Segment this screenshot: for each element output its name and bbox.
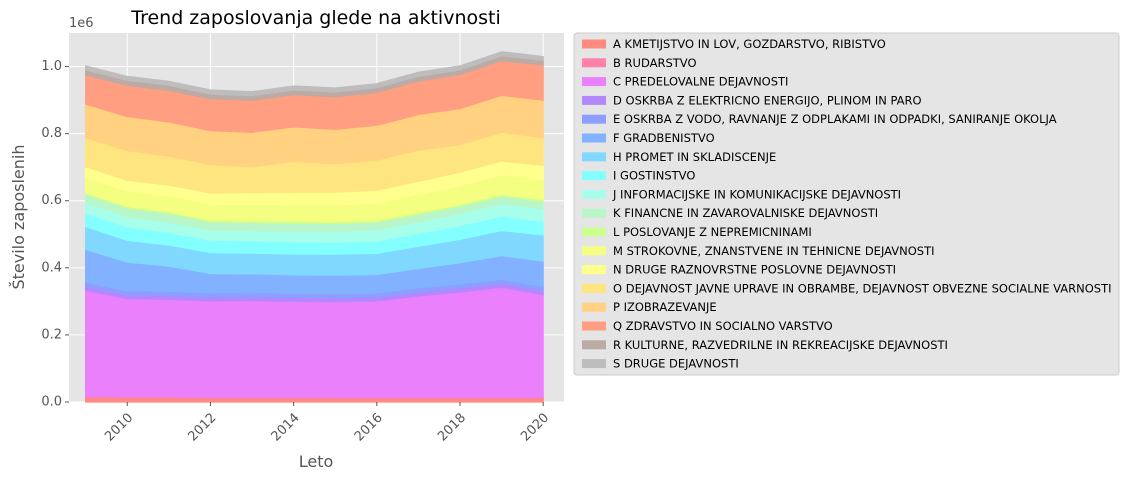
area-series-17 <box>85 51 544 97</box>
legend-swatch <box>582 302 606 312</box>
x-tick-label: 2016 <box>352 410 386 444</box>
legend-label: A KMETIJSTVO IN LOV, GOZDARSTVO, RIBISTV… <box>613 37 886 51</box>
legend-swatch <box>582 227 606 237</box>
legend: A KMETIJSTVO IN LOV, GOZDARSTVO, RIBISTV… <box>573 32 1120 376</box>
y-tick-label: 0.0 <box>41 395 62 410</box>
x-axis-ticks: 2010 2012 2014 2016 2018 2020 <box>102 402 552 444</box>
chart-title: Trend zaposlovanja glede na aktivnosti <box>130 7 501 29</box>
x-tick-label: 2010 <box>102 410 136 444</box>
legend-swatch <box>582 58 606 68</box>
y-axis-label: Število zaposlenih <box>9 144 28 289</box>
legend-label: E OSKRBA Z VODO, RAVNANJE Z ODPLAKAMI IN… <box>613 112 1057 126</box>
legend-swatch <box>582 340 606 350</box>
legend-frame <box>573 32 1120 376</box>
x-tick-label: 2012 <box>185 410 219 444</box>
legend-label: R KULTURNE, RAZVEDRILNE IN REKREACIJSKE … <box>613 338 948 352</box>
legend-label: J INFORMACIJSKE IN KOMUNIKACIJSKE DEJAVN… <box>612 187 901 201</box>
legend-label: C PREDELOVALNE DEJAVNOSTI <box>613 75 788 89</box>
legend-label: S DRUGE DEJAVNOSTI <box>613 357 739 371</box>
x-axis-label: Leto <box>299 452 334 471</box>
legend-swatch <box>582 283 606 293</box>
y-tick-label: 0.8 <box>41 126 62 141</box>
legend-label: B RUDARSTVO <box>613 56 697 70</box>
legend-label: K FINANCNE IN ZAVAROVALNISKE DEJAVNOSTI <box>613 206 878 220</box>
legend-label: M STROKOVNE, ZNANSTVENE IN TEHNICNE DEJA… <box>613 244 935 258</box>
legend-swatch <box>582 95 606 105</box>
legend-label: P IZOBRAZEVANJE <box>613 300 717 314</box>
legend-label: L POSLOVANJE Z NEPREMICNINAMI <box>613 225 812 239</box>
legend-swatch <box>582 208 606 218</box>
legend-label: O DEJAVNOST JAVNE UPRAVE IN OBRAMBE, DEJ… <box>613 281 1112 295</box>
legend-swatch <box>582 114 606 124</box>
legend-swatch <box>582 246 606 256</box>
legend-swatch <box>582 321 606 331</box>
legend-swatch <box>582 77 606 87</box>
y-offset-label: 1e6 <box>69 16 94 31</box>
legend-swatch <box>582 171 606 181</box>
legend-label: I GOSTINSTVO <box>613 169 695 183</box>
y-axis-ticks: 0.0 0.2 0.4 0.6 0.8 1.0 <box>41 59 69 410</box>
legend-swatch <box>582 133 606 143</box>
legend-swatch <box>582 189 606 199</box>
area-series-2 <box>85 286 544 398</box>
legend-label: D OSKRBA Z ELEKTRICNO ENERGIJO, PLINOM I… <box>613 93 922 107</box>
legend-label: H PROMET IN SKLADISCENJE <box>613 150 776 164</box>
legend-label: N DRUGE RAZNOVRSTNE POSLOVNE DEJAVNOSTI <box>613 263 896 277</box>
legend-swatch <box>582 39 606 49</box>
x-tick-label: 2014 <box>269 410 303 444</box>
y-tick-label: 0.4 <box>41 260 62 275</box>
legend-label: Q ZDRAVSTVO IN SOCIALNO VARSTVO <box>613 319 833 333</box>
y-tick-label: 0.2 <box>41 327 62 342</box>
x-tick-label: 2018 <box>435 410 469 444</box>
x-tick-label: 2020 <box>518 410 552 444</box>
legend-swatch <box>582 265 606 275</box>
legend-label: F GRADBENISTVO <box>613 131 715 145</box>
area-series-group <box>85 51 544 403</box>
legend-swatch <box>582 359 606 369</box>
y-tick-label: 1.0 <box>41 59 62 74</box>
y-tick-label: 0.6 <box>41 193 62 208</box>
legend-swatch <box>582 152 606 162</box>
